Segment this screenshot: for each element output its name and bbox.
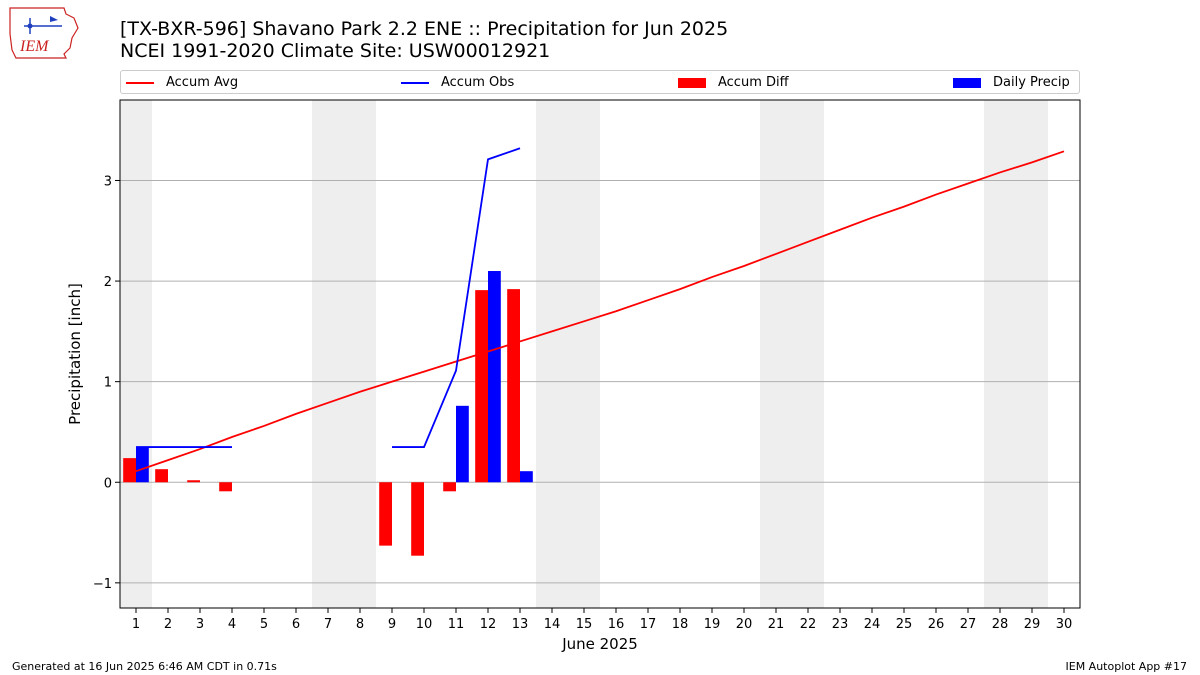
y-tick-label: −1 [93,577,112,592]
accum-obs-line [392,147,521,448]
x-tick-label: 27 [960,617,977,632]
x-tick-label: 6 [292,617,300,632]
x-tick-label: 1 [132,617,140,632]
x-tick-label: 5 [260,617,268,632]
x-tick-label: 12 [480,617,497,632]
y-axis-label: Precipitation [inch] [66,283,84,425]
daily-precip-bar [488,271,501,483]
x-tick-label: 20 [736,617,753,632]
x-tick-label: 29 [1024,617,1041,632]
legend-swatch-daily-precip [953,78,981,88]
iem-logo: IEM [9,7,79,59]
weekend-band-0 [120,100,152,608]
y-tick-label: 2 [104,275,112,290]
x-tick-label: 21 [768,617,785,632]
accum-diff-bar [443,482,456,492]
legend-label-accum-diff: Accum Diff [718,75,789,90]
accum-diff-bar [379,482,392,546]
x-tick-label: 16 [608,617,625,632]
accum-diff-bar [219,482,232,492]
accum-diff-bar [411,482,424,556]
x-tick-label: 28 [992,617,1009,632]
x-tick-label: 2 [164,617,172,632]
legend-label-accum-obs: Accum Obs [441,75,515,90]
footer-app-text: IEM Autoplot App #17 [1065,660,1188,673]
legend-label-accum-avg: Accum Avg [166,75,239,90]
daily-precip-bar [136,447,149,483]
weekend-band-1 [312,100,376,608]
x-tick-label: 3 [196,617,204,632]
x-tick-label: 8 [356,617,364,632]
x-tick-label: 4 [228,617,236,632]
accum-diff-bar [155,469,168,483]
x-tick-label: 7 [324,617,332,632]
x-tick-label: 24 [864,617,881,632]
accum-diff-bar [475,290,488,483]
y-tick-label: 0 [104,476,112,491]
legend-swatch-accum-avg [126,82,154,84]
iowa-outline [9,7,79,59]
daily-precip-bar [456,405,469,483]
legend-swatch-accum-obs [401,82,429,84]
x-axis-label: June 2025 [561,635,638,653]
chart-title: [TX-BXR-596] Shavano Park 2.2 ENE :: Pre… [120,18,729,40]
x-tick-label: 11 [448,617,465,632]
x-tick-label: 18 [672,617,689,632]
x-tick-label: 19 [704,617,721,632]
footer-generated-text: Generated at 16 Jun 2025 6:46 AM CDT in … [12,660,277,673]
weekend-band-2 [536,100,600,608]
daily-precip-bar [520,471,533,483]
x-tick-label: 13 [512,617,529,632]
x-tick-label: 25 [896,617,913,632]
weekend-band-4 [984,100,1048,608]
accum-avg-line [135,150,1065,473]
legend: Accum Avg Accum Obs Accum Diff Daily Pre… [120,70,1080,94]
accum-diff-bar [123,458,136,483]
legend-label-daily-precip: Daily Precip [993,75,1070,90]
plot-contents [120,100,1080,608]
accum-diff-bar [507,289,520,483]
x-tick-label: 26 [928,617,945,632]
weekend-band-3 [760,100,824,608]
y-tick-label: 1 [104,376,112,391]
x-tick-label: 9 [388,617,396,632]
x-tick-label: 17 [640,617,657,632]
legend-swatch-accum-diff [678,78,706,88]
x-tick-label: 15 [576,617,593,632]
x-tick-label: 14 [544,617,561,632]
plot-frame [119,99,1081,609]
x-tick-label: 30 [1056,617,1073,632]
logo-text: IEM [19,38,50,55]
accum-diff-bar [187,480,200,483]
y-tick-label: 3 [104,174,112,189]
x-tick-label: 22 [800,617,817,632]
x-tick-label: 10 [416,617,433,632]
x-tick-label: 23 [832,617,849,632]
chart-subtitle: NCEI 1991-2020 Climate Site: USW00012921 [120,40,551,62]
